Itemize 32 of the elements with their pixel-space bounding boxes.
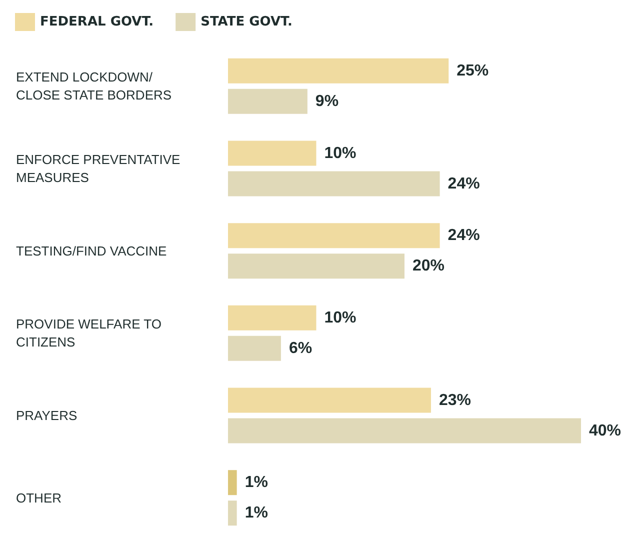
data-label: 40%: [589, 422, 622, 440]
data-label: 9%: [315, 92, 339, 110]
data-label: 10%: [324, 144, 356, 162]
y-tick-label: PROVIDE WELFARE TO CITIZENS: [16, 316, 166, 350]
data-label: 1%: [244, 504, 268, 522]
data-label: 10%: [324, 309, 356, 326]
bar: [228, 470, 237, 496]
data-label: 25%: [456, 62, 489, 80]
y-tick-label: ENFORCE PREVENTATIVE MEASURES: [16, 152, 184, 185]
bar: [228, 140, 316, 166]
y-tick-label: TESTING/FIND VACCINE: [16, 243, 168, 258]
data-label: 24%: [448, 175, 480, 192]
legend-label: FEDERAL GOVT.: [40, 14, 154, 30]
bar: [228, 500, 237, 526]
bar: [228, 223, 440, 248]
y-tick-label: OTHER: [16, 490, 62, 506]
bar: [228, 336, 281, 361]
legend-label: STATE GOVT.: [200, 14, 292, 30]
data-label: 24%: [448, 227, 480, 244]
data-label: 23%: [438, 392, 472, 409]
data-label: 1%: [244, 474, 268, 492]
bar: [228, 171, 440, 196]
bar: [228, 88, 308, 114]
bar: [228, 58, 449, 84]
bar: [228, 388, 431, 413]
data-label: 20%: [412, 258, 445, 275]
bar: [228, 418, 581, 444]
y-tick-label: EXTEND LOCKDOWN/ CLOSE STATE BORDERS: [16, 70, 172, 103]
bar: [228, 305, 316, 330]
y-tick-label: PRAYERS: [16, 408, 78, 423]
data-label: 6%: [288, 340, 312, 357]
bar: [228, 254, 404, 279]
